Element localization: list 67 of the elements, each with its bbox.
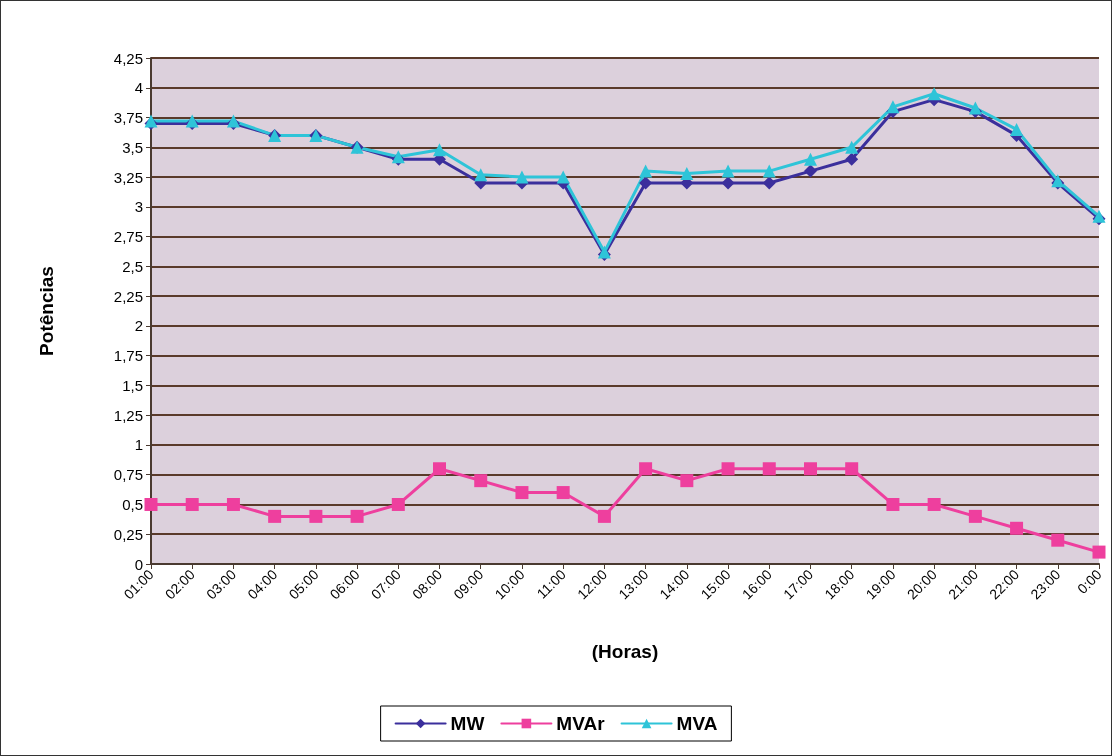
point [185, 497, 199, 511]
point [968, 101, 982, 115]
point [680, 474, 694, 488]
point [1051, 533, 1065, 547]
point [845, 462, 859, 476]
legend-label: MVA [676, 713, 718, 734]
point [1010, 521, 1024, 535]
point [474, 168, 488, 182]
point [803, 152, 817, 166]
x-axis-title: (Horas) [591, 641, 659, 662]
point [968, 509, 982, 523]
point [391, 497, 405, 511]
point [433, 143, 447, 157]
point [845, 140, 859, 154]
point [1092, 545, 1106, 559]
point [350, 509, 364, 523]
y-tick-label: 3,25 [113, 168, 143, 186]
point [1010, 122, 1024, 136]
point [639, 164, 653, 178]
point [803, 462, 817, 476]
y-tick-label: 1,25 [113, 406, 143, 424]
point [927, 87, 941, 101]
y-tick-label: 2,25 [113, 287, 143, 305]
point [268, 509, 282, 523]
point [762, 164, 776, 178]
y-tick-label: 1,5 [122, 376, 143, 394]
y-tick-label: 2 [134, 317, 143, 335]
y-tick-label: 0,5 [122, 495, 143, 513]
point [556, 486, 570, 500]
point [721, 164, 735, 178]
y-tick-label: 4,25 [113, 49, 143, 67]
point [639, 176, 653, 190]
point [721, 176, 735, 190]
point [474, 474, 488, 488]
point [226, 497, 240, 511]
point [721, 462, 735, 476]
y-axis-title: Potências [36, 266, 57, 356]
point [762, 462, 776, 476]
y-tick-label: 3 [134, 198, 143, 216]
point [927, 497, 941, 511]
point [556, 170, 570, 184]
point [680, 166, 694, 180]
point [515, 170, 529, 184]
point [597, 509, 611, 523]
point [845, 152, 859, 166]
y-tick-label: 4 [134, 79, 143, 97]
y-tick-label: 1 [134, 436, 143, 454]
point [309, 509, 323, 523]
point [639, 462, 653, 476]
legend-label: MW [450, 713, 485, 734]
y-tick-label: 3,75 [113, 109, 143, 127]
legend-label: MVAr [556, 713, 606, 734]
y-tick-label: 0,25 [113, 525, 143, 543]
x-tick-label: 0:00 [1074, 566, 1105, 597]
point [886, 100, 900, 114]
y-tick-label: 1,75 [113, 347, 143, 365]
y-tick-label: 0 [134, 555, 143, 573]
point [762, 176, 776, 190]
y-tick-label: 0,75 [113, 466, 143, 484]
point [803, 164, 817, 178]
point [433, 462, 447, 476]
y-tick-label: 2,75 [113, 228, 143, 246]
point [144, 497, 158, 511]
y-tick-label: 3,5 [122, 138, 143, 156]
y-tick-label: 2,5 [122, 257, 143, 275]
point [886, 497, 900, 511]
point [515, 486, 529, 500]
